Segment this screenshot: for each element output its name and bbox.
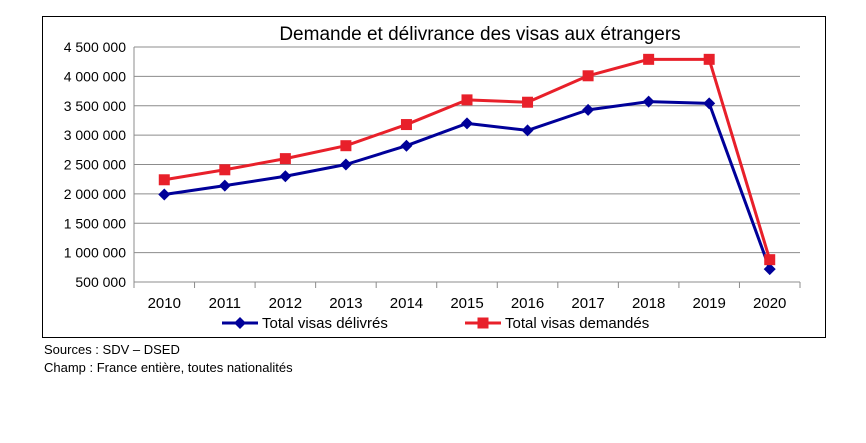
data-point-square: [703, 53, 715, 65]
data-point-square: [340, 140, 352, 152]
y-tick-label: 1 500 000: [64, 215, 126, 231]
sources-note: Sources : SDV – DSED: [44, 342, 180, 357]
legend: Total visas délivrés Total visas demandés: [222, 315, 649, 332]
x-axis-ticks: 2010 2011 2012 2013 2014 2015 2016 2017 2018 2019…: [133, 282, 801, 312]
data-point-diamond: [234, 317, 246, 329]
series-1: [158, 95, 776, 276]
y-tick-label: 4 500 000: [64, 39, 126, 55]
data-point-diamond: [763, 263, 776, 276]
x-tick-label: 2018: [632, 295, 665, 312]
data-point-square: [219, 164, 231, 176]
data-point-diamond: [158, 188, 171, 201]
chart-frame: [42, 16, 826, 338]
data-point-diamond: [400, 139, 413, 152]
series-line: [164, 57, 772, 261]
y-tick-label: 4 000 000: [64, 68, 126, 84]
data-point-square: [522, 96, 534, 108]
legend-item: Total visas délivrés: [222, 315, 388, 332]
y-tick-label: 3 000 000: [64, 127, 126, 143]
x-tick-label: 2014: [390, 295, 423, 312]
x-tick-label: 2015: [450, 295, 483, 312]
data-point-square: [643, 53, 655, 65]
data-point-diamond: [218, 179, 231, 192]
data-point-diamond: [582, 103, 595, 116]
x-tick-label: 2012: [269, 295, 302, 312]
y-axis-ticks: 4 500 000 4 000 000 3 500 000 3 000 000 2 50…: [64, 39, 127, 290]
y-tick-label: 500 000: [75, 274, 126, 290]
legend-label: Total visas demandés: [505, 315, 649, 332]
data-point-square: [279, 153, 291, 165]
x-tick-label: 2010: [148, 295, 181, 312]
legend-item: Total visas demandés: [465, 315, 649, 332]
x-tick-label: 2017: [571, 295, 604, 312]
x-tick-label: 2019: [692, 295, 725, 312]
data-point-square: [400, 119, 412, 131]
y-tick-label: 2 500 000: [64, 157, 126, 173]
y-tick-label: 3 500 000: [64, 98, 126, 114]
y-tick-label: 1 000 000: [64, 245, 126, 261]
x-tick-label: 2013: [329, 295, 362, 312]
data-point-square: [461, 94, 473, 106]
data-point-square: [582, 70, 594, 82]
data-point-diamond: [703, 97, 716, 110]
series-2: [158, 53, 776, 266]
x-tick-label: 2020: [753, 295, 786, 312]
data-point-diamond: [339, 158, 352, 171]
series-group: [158, 53, 776, 276]
grid-lines: [133, 46, 800, 283]
data-point-square: [158, 174, 170, 186]
data-point-diamond: [279, 170, 292, 183]
data-point-square: [764, 254, 776, 266]
data-point-diamond: [521, 124, 534, 137]
y-tick-label: 2 000 000: [64, 186, 126, 202]
data-point-diamond: [461, 117, 473, 130]
scope-note: Champ : France entière, toutes nationali…: [44, 360, 293, 375]
chart-title: Demande et délivrance des visas aux étra…: [279, 24, 680, 45]
data-point-diamond: [642, 95, 655, 108]
data-point-square: [477, 317, 489, 329]
x-tick-label: 2011: [209, 295, 241, 312]
legend-label: Total visas délivrés: [262, 315, 388, 332]
x-tick-label: 2016: [511, 295, 544, 312]
